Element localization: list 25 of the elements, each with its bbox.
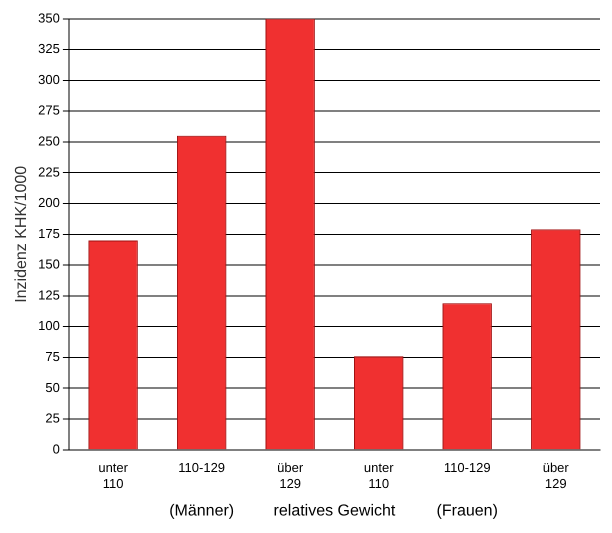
y-tick-label: 50 bbox=[45, 380, 60, 395]
y-tick-label: 25 bbox=[45, 410, 60, 426]
x-tick-label: über 129 bbox=[277, 460, 304, 491]
text: (Männer) bbox=[169, 502, 234, 520]
x-axis-title: relatives Gewicht bbox=[274, 502, 396, 520]
y-tick-label: 200 bbox=[38, 195, 60, 210]
x-tick-label: 110-129 bbox=[178, 460, 226, 476]
x-tick-label: 110-129 bbox=[444, 460, 491, 476]
y-axis-title: Inzidenz KHK/1000 bbox=[13, 166, 30, 303]
y-tick-label: 75 bbox=[45, 349, 60, 364]
y-tick-label: 350 bbox=[38, 10, 60, 26]
y-tick-label: 250 bbox=[38, 134, 60, 149]
text: (Frauen) bbox=[436, 502, 498, 520]
y-tick-label: 300 bbox=[38, 72, 60, 87]
y-tick-label: 125 bbox=[38, 287, 60, 302]
y-tick-label: 325 bbox=[38, 41, 60, 56]
y-tick-label: 150 bbox=[38, 256, 60, 272]
x-tick-label: unter 110 bbox=[98, 460, 129, 491]
y-tick-label: 275 bbox=[38, 102, 60, 118]
y-tick-label: 0 bbox=[52, 441, 60, 456]
y-tick-label: 175 bbox=[38, 226, 60, 241]
x-tick-label: unter 110 bbox=[364, 460, 394, 491]
y-tick-label: 100 bbox=[38, 318, 60, 334]
x-tick-label: über 129 bbox=[542, 460, 570, 491]
y-tick-label: 225 bbox=[38, 164, 60, 180]
